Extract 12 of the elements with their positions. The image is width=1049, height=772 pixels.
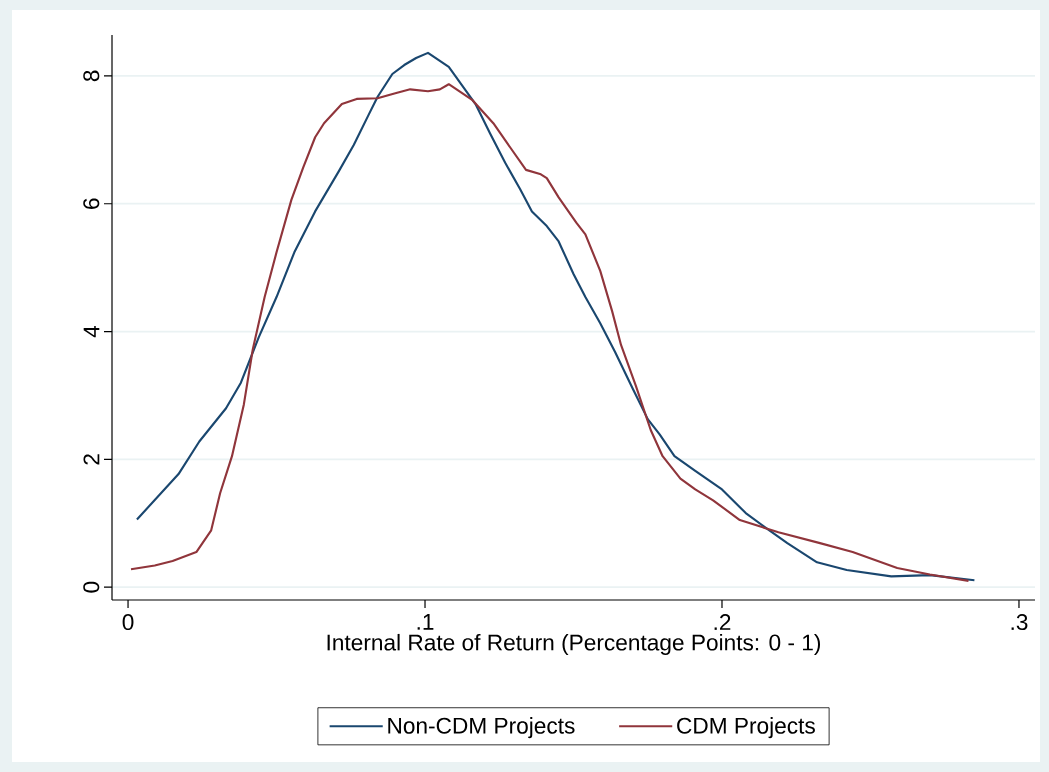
y-tick-label: 4 <box>83 325 100 338</box>
y-tick-label: 8 <box>83 70 100 82</box>
y-tick-label: 0 <box>83 581 100 593</box>
x-tick-label: .1 <box>417 614 434 630</box>
legend-label: Non-CDM Projects <box>388 717 575 739</box>
x-axis-title: Internal Rate of Return (Percentage Points: 0 - 1) <box>327 633 821 656</box>
y-tick-label: 2 <box>83 454 100 465</box>
x-tick-label: 0 <box>122 614 134 631</box>
x-tick-label: .3 <box>1011 614 1028 631</box>
x-tick-label: .2 <box>714 614 731 630</box>
y-tick-label: 6 <box>83 198 100 209</box>
legend-label: CDM Projects <box>677 717 815 739</box>
